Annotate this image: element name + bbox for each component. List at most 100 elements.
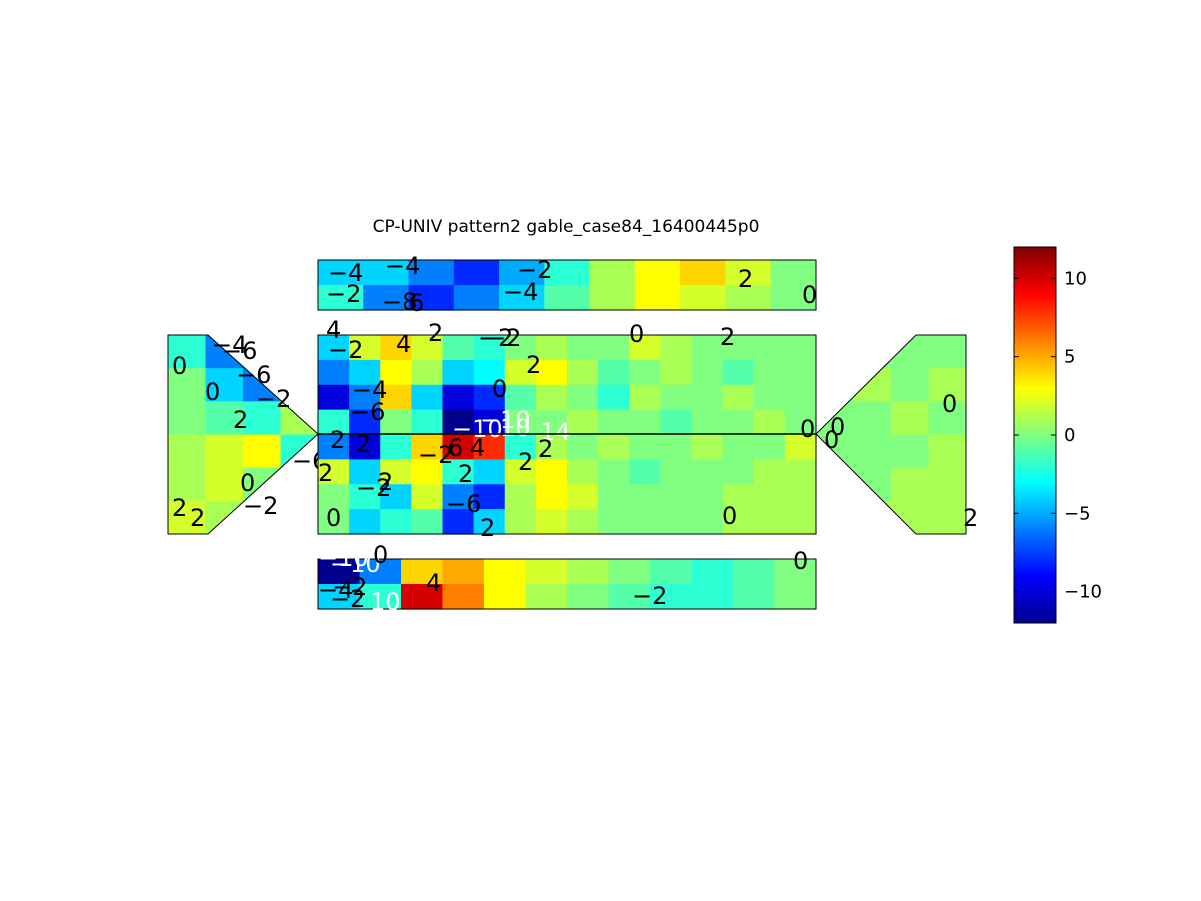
contour-cell — [722, 335, 755, 361]
contour-cell — [280, 500, 318, 534]
contour-label: −2 — [632, 582, 667, 610]
contour-cell — [280, 335, 318, 369]
colorbar-tick-label: 0 — [1064, 425, 1075, 446]
contour-cell — [753, 459, 786, 485]
contour-cell — [349, 459, 381, 485]
contour-label: −4 — [385, 252, 420, 280]
contour-label: 4 — [396, 330, 411, 358]
contour-label: −4 — [503, 278, 538, 306]
contour-cell — [363, 285, 410, 311]
contour-cell — [504, 409, 537, 436]
contour-cell — [733, 559, 776, 585]
contour-cell — [691, 359, 724, 386]
contour-cell — [504, 359, 537, 386]
contour-label: 2 — [428, 319, 443, 347]
contour-cell — [380, 459, 412, 485]
contour-cell — [535, 335, 568, 361]
contour-label: 2 — [233, 406, 248, 434]
contour-cell — [691, 409, 724, 436]
contour-cell — [691, 434, 724, 460]
contour-cell — [318, 459, 350, 485]
contour-label: 0 — [373, 541, 388, 569]
contour-cell — [380, 434, 412, 460]
contour-cell — [660, 359, 693, 386]
contour-cell — [318, 434, 350, 460]
contour-cell — [499, 285, 545, 311]
contour-cell — [442, 434, 475, 460]
contour-cell — [650, 584, 693, 610]
contour-label: 2 — [378, 468, 393, 496]
contour-cell — [891, 434, 930, 469]
contour-cell — [598, 509, 630, 535]
contour-cell — [629, 459, 661, 485]
contour-cell — [650, 559, 693, 585]
contour-cell — [205, 500, 244, 534]
contour-cell — [660, 409, 693, 436]
contour-label: −6 — [222, 337, 257, 365]
contour-cell — [349, 484, 381, 510]
contour-cell — [567, 584, 610, 610]
contour-cell — [629, 384, 661, 411]
contour-panels: −4 −4 −2−2 −86 −4 20−4−60−60 −22−602 2 −24−2 −24 2… — [167, 252, 978, 616]
contour-cell — [629, 484, 661, 510]
contour-cell — [634, 260, 681, 286]
contour-cell — [691, 384, 724, 411]
contour-label: 0 — [629, 320, 644, 348]
contour-cell — [363, 260, 410, 286]
colorbar-tick-label: 5 — [1064, 347, 1075, 368]
contour-cell — [598, 459, 630, 485]
contour-cell — [608, 584, 651, 610]
contour-label: 6 — [448, 434, 463, 462]
contour-cell — [816, 467, 855, 502]
contour-cell — [504, 335, 537, 361]
contour-label: −4 — [212, 331, 247, 359]
contour-cell — [567, 484, 599, 510]
contour-cell — [853, 434, 892, 469]
contour-cell — [722, 459, 755, 485]
contour-cell — [349, 359, 381, 386]
contour-cell — [753, 409, 786, 436]
contour-cell — [660, 335, 693, 361]
contour-cell — [408, 285, 455, 311]
chart-title: CP-UNIV pattern2 gable_case84_16400445p0 — [373, 217, 760, 237]
contour-cell — [535, 459, 568, 485]
contour-cell — [770, 285, 817, 311]
contour-cell — [380, 484, 412, 510]
contour-cell — [691, 509, 724, 535]
colorbar-gradient — [1013, 246, 1057, 624]
contour-cell — [442, 359, 475, 386]
contour-cell — [784, 509, 817, 535]
contour-cell — [504, 384, 537, 411]
contour-cell — [784, 459, 817, 485]
contour-cell — [168, 500, 207, 534]
contour-cell — [634, 285, 681, 311]
contour-cell — [318, 335, 350, 361]
contour-cell — [598, 335, 630, 361]
contour-label: −8 — [382, 288, 417, 316]
contour-cell — [660, 509, 693, 535]
contour-label: 2 — [458, 460, 473, 488]
contour-cell — [504, 484, 537, 510]
contour-cell — [401, 559, 444, 585]
contour-label: −2 — [256, 385, 291, 413]
contour-label: 2 — [538, 435, 553, 463]
contour-cell — [473, 335, 506, 361]
contour-label: −4 — [318, 576, 353, 604]
contour-label: 2 — [720, 323, 735, 351]
contour-cell — [784, 434, 817, 460]
contour-cell — [928, 434, 966, 469]
contour-cell — [168, 467, 207, 502]
contour-cell — [504, 434, 537, 460]
contour-cell — [380, 409, 412, 436]
contour-cell — [380, 509, 412, 535]
contour-cell — [473, 409, 506, 436]
contour-cell — [349, 384, 381, 411]
contour-cell — [411, 509, 444, 535]
contour-cell — [691, 335, 724, 361]
contour-label: 6 — [409, 289, 424, 317]
contour-label: 0 — [205, 378, 220, 406]
contour-cell — [629, 434, 661, 460]
right-gable-outline — [815, 334, 967, 535]
contour-label: −10 — [480, 406, 531, 434]
contour-label: −2 — [326, 280, 361, 308]
